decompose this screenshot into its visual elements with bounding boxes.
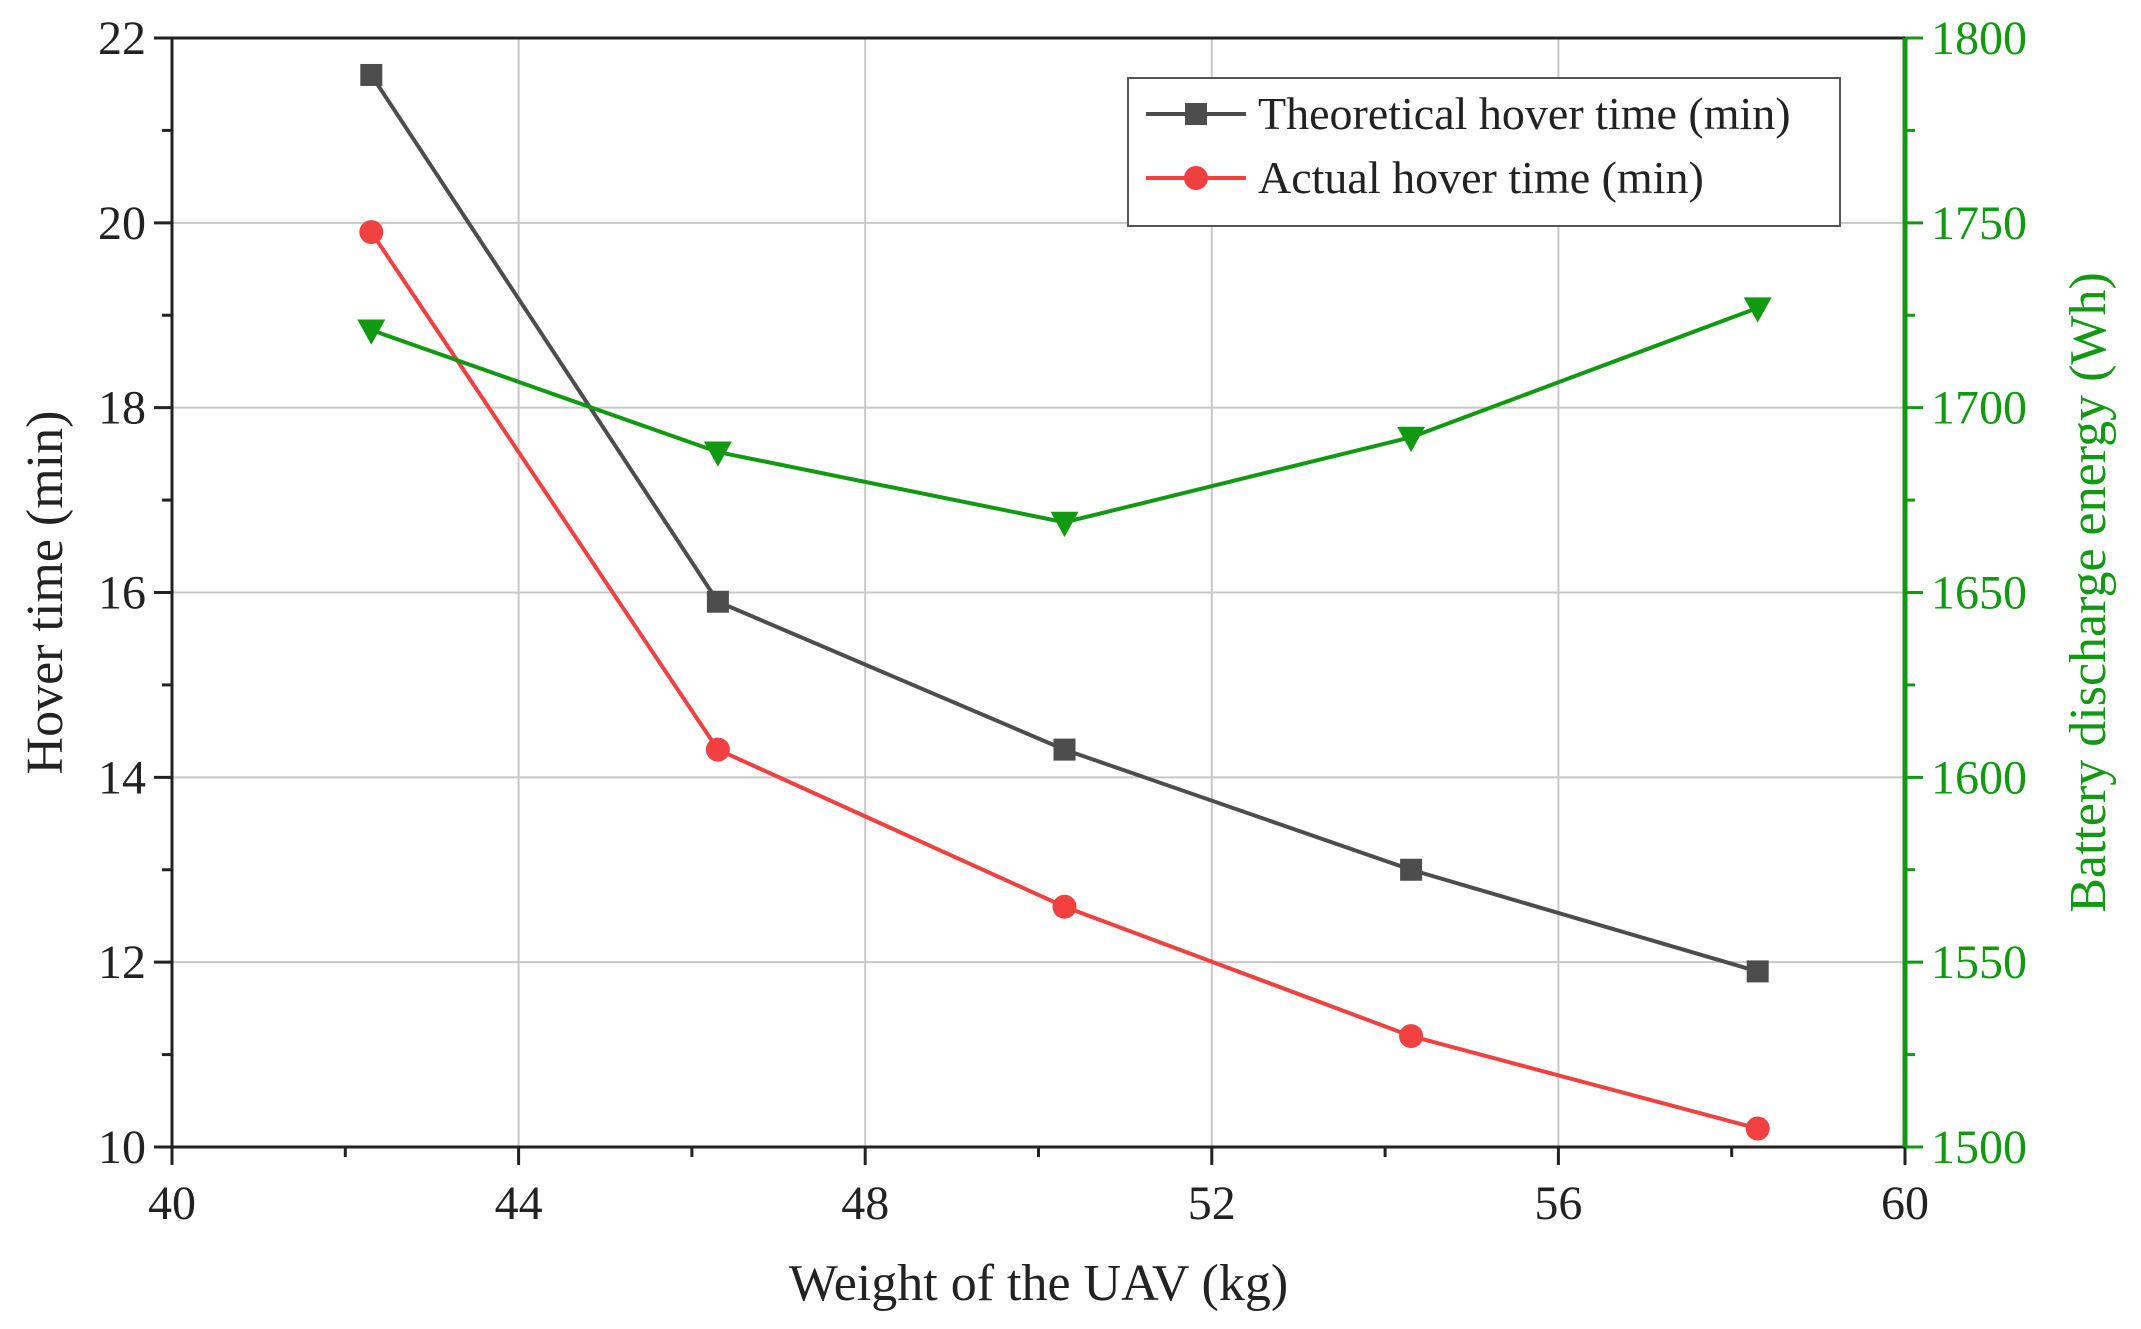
- legend-swatch-marker: [1184, 166, 1208, 190]
- y-axis-title-right: Battery discharge energy (Wh): [2060, 272, 2117, 913]
- x-tick-label: 44: [495, 1177, 543, 1230]
- y-left-tick-label: 18: [98, 382, 146, 435]
- axes: 40 44 48 52 56 60 10 12 14 16 18 20 22 1500 1550 1600 16…: [98, 12, 2027, 1230]
- y-right-tick-label: 1750: [1931, 197, 2027, 250]
- series-1-point: [1745, 1116, 1770, 1141]
- y-right-tick-label: 1650: [1931, 567, 2027, 620]
- series: [357, 63, 1772, 1141]
- y-left-tick-label: 16: [98, 567, 146, 620]
- series-2-point: [357, 319, 386, 345]
- y-left-tick-label: 22: [98, 12, 146, 65]
- series-0-point: [1400, 858, 1423, 881]
- series-0-point: [1053, 738, 1076, 761]
- legend-entry-label: Actual hover time (min): [1258, 152, 1704, 203]
- y-left-tick-label: 10: [98, 1121, 146, 1174]
- series-1-point: [359, 220, 384, 245]
- series-2: [357, 297, 1772, 537]
- legend-box: [1127, 77, 1841, 227]
- series-0-point: [706, 590, 729, 613]
- x-tick-label: 48: [841, 1177, 889, 1230]
- series-1-point: [1399, 1024, 1424, 1049]
- x-tick-label: 40: [148, 1177, 196, 1230]
- series-1-point: [1052, 894, 1077, 919]
- x-tick-label: 52: [1188, 1177, 1236, 1230]
- y-right-tick-label: 1700: [1931, 382, 2027, 435]
- series-2-point: [1397, 426, 1426, 452]
- series-2-point: [703, 441, 732, 467]
- series-1: [359, 220, 1770, 1141]
- series-0-point: [360, 63, 383, 86]
- x-tick-label: 60: [1881, 1177, 1929, 1230]
- legend-swatch-marker: [1185, 103, 1207, 125]
- legend: Theoretical hover time (min) Actual hover…: [1127, 77, 1841, 227]
- series-2-point: [1050, 511, 1079, 537]
- series-1-point: [705, 737, 730, 762]
- y-left-tick-label: 20: [98, 197, 146, 250]
- y-left-tick-label: 12: [98, 936, 146, 989]
- x-tick-label: 56: [1534, 1177, 1582, 1230]
- series-0: [360, 63, 1769, 983]
- y-left-tick-label: 14: [98, 751, 146, 804]
- y-right-tick-label: 1600: [1931, 751, 2027, 804]
- legend-entry-label: Theoretical hover time (min): [1258, 88, 1791, 139]
- y-right-tick-label: 1500: [1931, 1121, 2027, 1174]
- y-right-tick-label: 1800: [1931, 12, 2027, 65]
- series-0-point: [1746, 960, 1769, 983]
- y-axis-title-left: Hover time (min): [17, 411, 74, 775]
- x-axis-title: Weight of the UAV (kg): [789, 1255, 1288, 1312]
- series-2-point: [1743, 297, 1772, 323]
- y-right-tick-label: 1550: [1931, 936, 2027, 989]
